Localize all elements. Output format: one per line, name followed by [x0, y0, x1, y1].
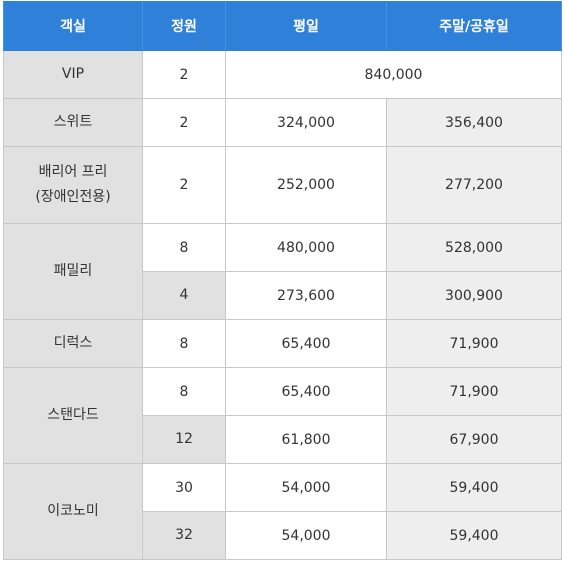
room-name-deluxe: 디럭스 [3, 319, 143, 368]
capacity-cell: 2 [142, 50, 226, 99]
header-weekday: 평일 [225, 1, 387, 51]
weekend-price-cell: 300,900 [386, 271, 562, 320]
price-cell-all: 840,000 [225, 50, 562, 99]
table-row: 12 61,800 67,900 [4, 415, 562, 464]
room-name-line: (장애인전용) [35, 189, 111, 205]
room-name-standard: 스탠다드 [3, 367, 143, 464]
capacity-cell: 8 [142, 319, 226, 368]
weekend-price-cell: 356,400 [386, 98, 562, 147]
capacity-cell: 4 [142, 271, 226, 320]
header-weekend: 주말/공휴일 [386, 1, 562, 51]
weekday-price-cell: 324,000 [225, 98, 387, 147]
weekday-price-cell: 61,800 [225, 415, 387, 464]
weekday-price-cell: 252,000 [225, 146, 387, 224]
room-name-economy: 이코노미 [3, 463, 143, 560]
weekday-price-cell: 273,600 [225, 271, 387, 320]
weekday-price-cell: 54,000 [225, 511, 387, 560]
room-name-family: 패밀리 [3, 223, 143, 320]
table-row: 디럭스 8 65,400 71,900 [3, 319, 562, 368]
weekend-price-cell: 71,900 [386, 319, 562, 368]
weekend-price-cell: 277,200 [386, 146, 562, 224]
table-row: 4 273,600 300,900 [4, 271, 562, 320]
header-room: 객실 [3, 1, 143, 51]
capacity-cell: 8 [142, 223, 226, 272]
capacity-cell: 8 [142, 367, 226, 416]
room-name-suite: 스위트 [3, 98, 143, 147]
room-name-line: 배리어 프리 [38, 163, 108, 180]
weekday-price-cell: 65,400 [225, 367, 387, 416]
room-name-barrier-free: 배리어 프리 (장애인전용) [3, 146, 143, 224]
capacity-cell: 12 [142, 415, 226, 464]
weekday-price-cell: 65,400 [225, 319, 387, 368]
table-row: 32 54,000 59,400 [4, 511, 562, 560]
table-row: 이코노미 30 54,000 59,400 [3, 463, 562, 560]
weekend-price-cell: 71,900 [386, 367, 562, 416]
table-row: 스탠다드 8 65,400 71,900 [3, 367, 562, 464]
capacity-cell: 2 [142, 146, 226, 224]
weekday-price-cell: 480,000 [225, 223, 387, 272]
weekend-price-cell: 528,000 [386, 223, 562, 272]
weekday-price-cell: 54,000 [225, 463, 387, 512]
weekend-price-cell: 59,400 [386, 463, 562, 512]
table-row: VIP 2 840,000 [3, 50, 562, 99]
room-rate-table: 객실 정원 평일 주말/공휴일 VIP 2 840,000 스위트 2 324,… [3, 1, 562, 560]
header-capacity: 정원 [142, 1, 226, 51]
table-row: 스위트 2 324,000 356,400 [3, 98, 562, 147]
table-row: 패밀리 8 480,000 528,000 [3, 223, 562, 320]
weekend-price-cell: 59,400 [386, 511, 562, 560]
table-row: 배리어 프리 (장애인전용) 2 252,000 277,200 [3, 146, 562, 224]
weekend-price-cell: 67,900 [386, 415, 562, 464]
capacity-cell: 30 [142, 463, 226, 512]
room-name-vip: VIP [3, 50, 143, 99]
capacity-cell: 32 [142, 511, 226, 560]
table-header-row: 객실 정원 평일 주말/공휴일 [3, 1, 562, 51]
capacity-cell: 2 [142, 98, 226, 147]
